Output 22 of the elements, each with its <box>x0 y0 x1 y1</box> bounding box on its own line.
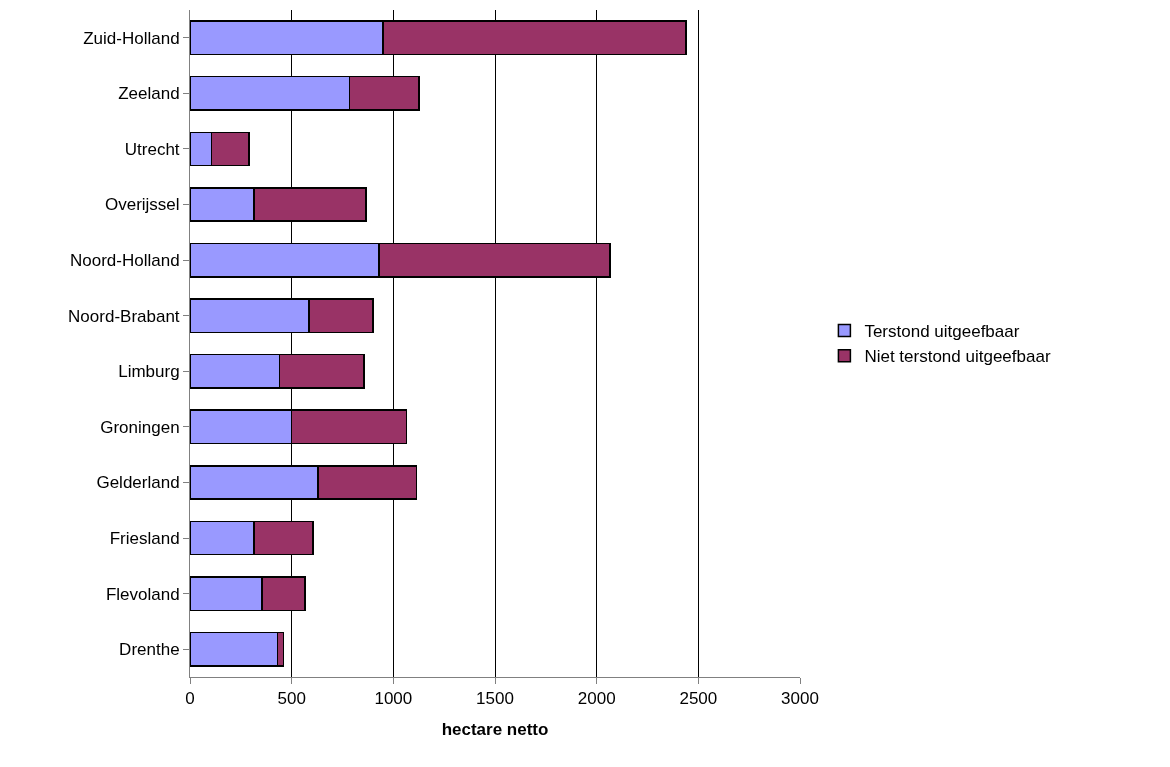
y-tick-label: Groningen <box>100 417 180 437</box>
legend-label: Niet terstond uitgeefbaar <box>864 347 1051 367</box>
y-tick-label: Limburg <box>118 362 180 382</box>
legend-label: Terstond uitgeefbaar <box>864 322 1020 342</box>
x-tick-label: 3000 <box>781 689 819 709</box>
y-tick-label: Drenthe <box>119 640 180 660</box>
y-tick-label: Utrecht <box>124 139 180 159</box>
x-axis-title: hectare netto <box>441 719 549 739</box>
y-tick-label: Zeeland <box>118 84 180 104</box>
x-tick-label: 1000 <box>374 689 413 709</box>
y-tick-label: Noord-Brabant <box>68 306 180 326</box>
x-tick-label: 1500 <box>476 689 514 709</box>
y-tick-label: Gelderland <box>96 473 180 493</box>
y-tick-label: Flevoland <box>105 584 180 604</box>
x-tick-label: 2500 <box>679 689 718 709</box>
y-tick-label: Overijssel <box>104 195 180 215</box>
y-tick-label: Noord-Holland <box>69 251 180 271</box>
x-tick-label: 500 <box>277 689 306 709</box>
x-tick-label: 2000 <box>577 689 616 709</box>
y-tick-label: Zuid-Holland <box>83 28 180 48</box>
y-tick-label: Friesland <box>109 528 180 548</box>
x-tick-label: 0 <box>185 689 195 709</box>
